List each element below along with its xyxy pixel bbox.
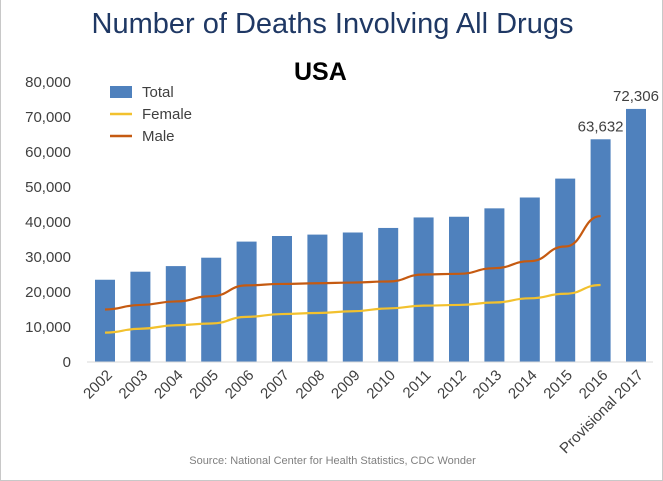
bar-total <box>272 236 292 362</box>
x-tick-label: 2003 <box>116 367 152 403</box>
y-tick-label: 10,000 <box>25 319 71 336</box>
legend-label-total: Total <box>142 84 174 101</box>
x-tick-label: 2010 <box>363 367 399 403</box>
bar-total <box>165 266 186 362</box>
bar-total <box>236 241 257 362</box>
x-tick-label: 2008 <box>293 367 329 403</box>
bar-total <box>130 271 151 362</box>
x-tick-label: 2012 <box>434 367 470 403</box>
data-label: 72,306 <box>613 88 659 105</box>
bar-total <box>201 257 222 362</box>
x-tick-label: 2011 <box>400 367 435 402</box>
x-tick-label: 2005 <box>186 367 222 403</box>
bar-total <box>378 227 399 362</box>
x-tick-label: 2015 <box>540 367 576 403</box>
bar-total <box>519 197 540 362</box>
y-tick-label: 40,000 <box>25 214 71 231</box>
y-tick-label: 70,000 <box>25 109 71 126</box>
bar-total <box>449 216 469 362</box>
bar-total <box>555 178 576 362</box>
bar-total <box>590 139 611 362</box>
chart-title: Number of Deaths Involving All Drugs <box>91 8 574 40</box>
bar-total <box>413 217 434 362</box>
legend-swatch-total <box>110 86 132 98</box>
x-tick-label: 2014 <box>505 367 541 403</box>
x-tick-label: 2007 <box>257 367 293 403</box>
bar-total <box>95 279 115 362</box>
y-tick-label: 80,000 <box>25 74 71 91</box>
legend-label-female: Female <box>142 106 192 123</box>
y-tick-label: 50,000 <box>25 179 71 196</box>
bar-total <box>626 108 646 362</box>
y-tick-label: 60,000 <box>25 144 71 161</box>
legend-label-male: Male <box>142 128 175 145</box>
series-line-male <box>104 214 601 311</box>
x-tick-label: 2006 <box>222 367 258 403</box>
source-note: Source: National Center for Health Stati… <box>189 455 476 467</box>
y-tick-label: 0 <box>63 354 71 371</box>
y-tick-label: 30,000 <box>25 249 71 266</box>
data-label: 63,632 <box>578 118 624 135</box>
x-tick-label: 2009 <box>328 367 364 403</box>
y-tick-label: 20,000 <box>25 284 71 301</box>
x-tick-label: 2004 <box>151 367 187 403</box>
bar-total <box>307 234 328 362</box>
x-tick-label: 2002 <box>80 367 116 403</box>
bar-total <box>342 232 363 362</box>
chart-subtitle: USA <box>294 58 347 86</box>
bar-total <box>484 208 505 362</box>
series-line-female <box>104 283 601 334</box>
legend: Total Female Male <box>110 84 192 145</box>
x-tick-label: 2013 <box>470 367 506 403</box>
